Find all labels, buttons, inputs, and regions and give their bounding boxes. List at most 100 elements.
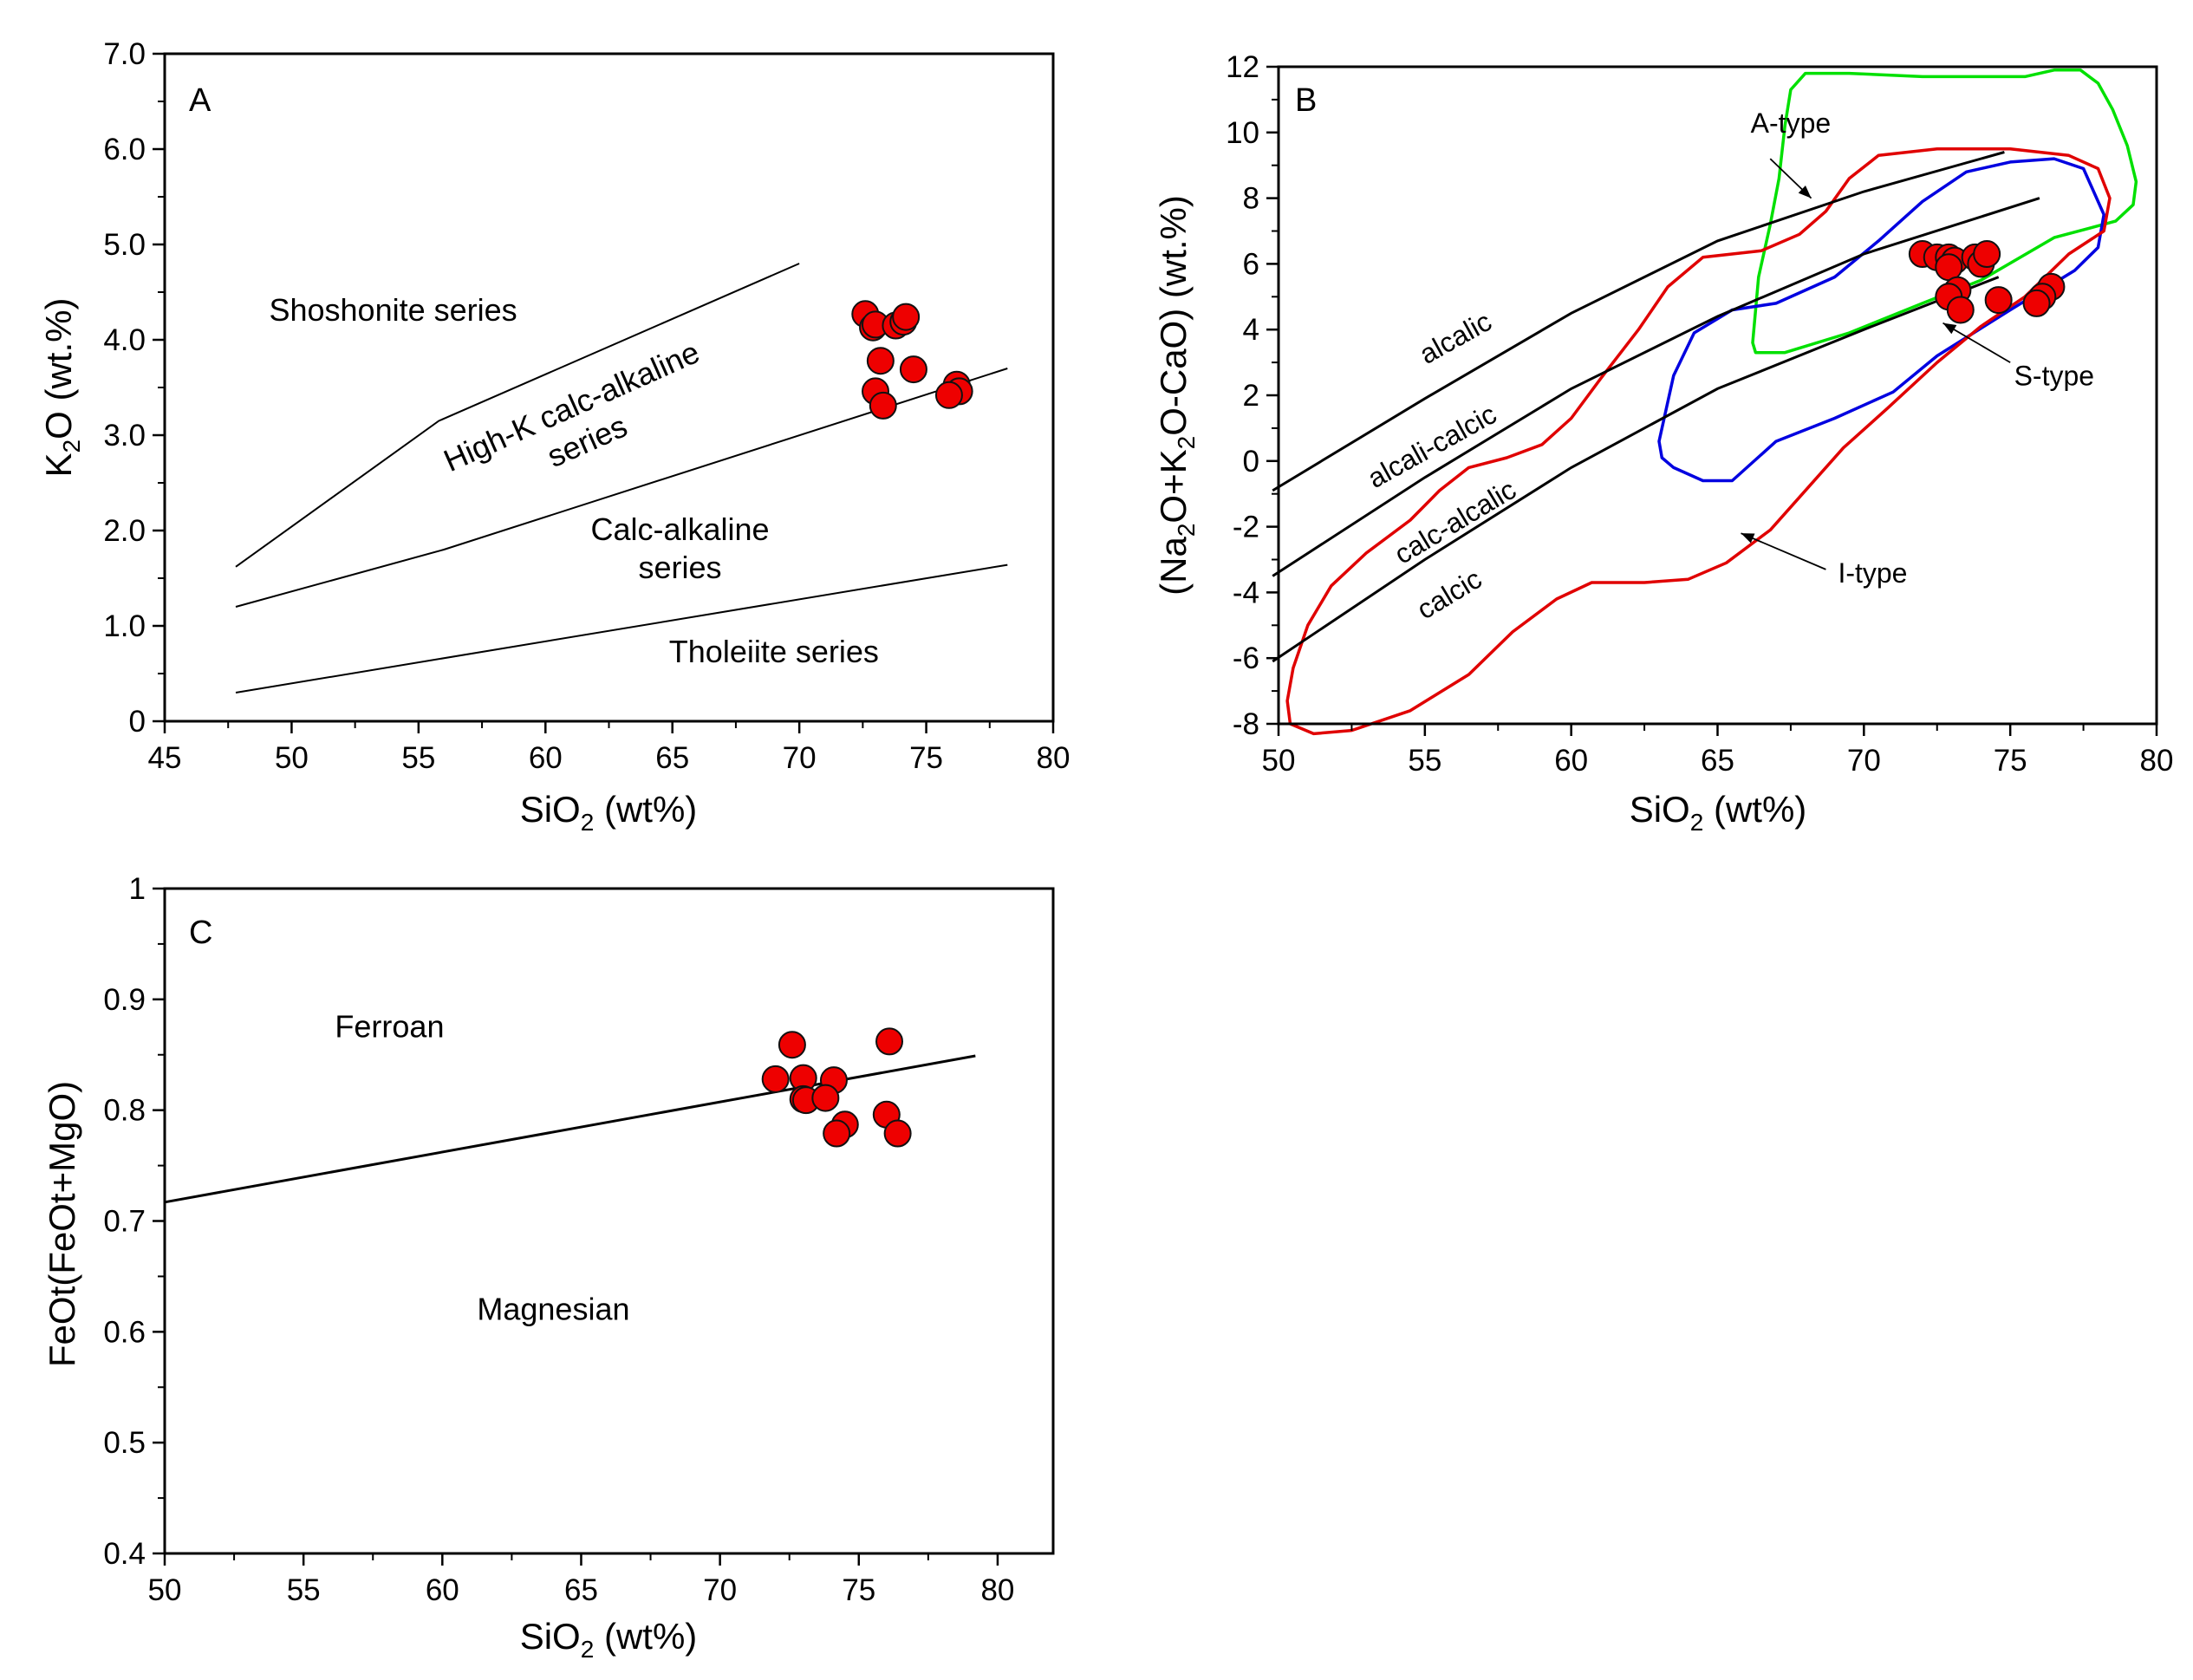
- alcali-calcic-boundary-line: [1272, 197, 2040, 577]
- panel-b-y-tick-label: 8: [1243, 182, 1259, 216]
- panel-c-data-point: [778, 1031, 806, 1059]
- panel-b-x-tick-label: 55: [1408, 744, 1441, 778]
- panel-b-y-tick-label: -4: [1233, 576, 1259, 609]
- panel-c-y-tick-label: 0.4: [103, 1537, 146, 1571]
- panel-a-y-tick-label: 2.0: [103, 514, 146, 548]
- panel-b-y-tick-label: 12: [1226, 50, 1259, 84]
- panel-b-y-tick-label: 0: [1243, 445, 1259, 479]
- panel-c-x-axis-title-sub: 2: [581, 1636, 595, 1663]
- panel-b-y-tick-label: 6: [1243, 247, 1259, 281]
- panel-b-y-axis-title: (Na2O+K2O-CaO) (wt.%): [1153, 195, 1200, 596]
- panel-c-y-tick-label: 0.7: [103, 1205, 146, 1239]
- panel-c-y-tick-label: 0.5: [103, 1426, 146, 1460]
- region-label-line: Calc-alkaline: [590, 511, 769, 547]
- panel-c-data-point: [875, 1027, 904, 1056]
- panel-b-x-axis-title-sub: 2: [1690, 809, 1704, 836]
- panel-a-y-tick-label: 5.0: [103, 228, 146, 262]
- panel-a-data-point: [892, 303, 921, 331]
- panel-b-x-tick-label: 60: [1554, 744, 1588, 778]
- panel-b-y-axis-title-mid: O+K: [1153, 449, 1194, 523]
- panel-c-x-tick-label: 55: [287, 1573, 321, 1607]
- panel-a-y-tick-label: 6.0: [103, 133, 146, 166]
- panel-c-x-tick-label: 80: [980, 1573, 1014, 1607]
- shoshonite-highk-boundary-line: [235, 263, 800, 568]
- i-type-field: [1285, 147, 2112, 736]
- panel-c-y-tick-label: 0.6: [103, 1315, 146, 1349]
- panel-a-letter: A: [189, 82, 211, 119]
- panel-a-y-axis-title-tail: O (wt.%): [38, 298, 79, 440]
- panel-c-x-axis-title-main: SiO: [520, 1616, 581, 1657]
- panel-a-y-tick-label: 7.0: [103, 37, 146, 71]
- panel-c-letter: C: [189, 915, 212, 951]
- panel-a-x-tick-label: 45: [148, 741, 182, 775]
- panel-a-x-tick-label: 80: [1037, 741, 1070, 775]
- panel-a-x-tick-label: 65: [655, 741, 689, 775]
- panel-b-x-axis-title-main: SiO: [1630, 789, 1690, 830]
- panel-a-y-tick-label: 0: [129, 705, 146, 739]
- panel-b-x-axis-title: SiO2 (wt%): [1630, 789, 1807, 836]
- panel-a-x-tick-label: 55: [401, 741, 435, 775]
- panel-c-data-point: [823, 1119, 851, 1148]
- panel-b-x-tick-label: 50: [1262, 744, 1296, 778]
- panel-a-region-label: Calc-alkaline series: [590, 511, 769, 585]
- panel-b-y-tick-label: 4: [1243, 313, 1259, 347]
- panel-a-data-point: [899, 355, 927, 384]
- panel-b-y-tick-label: -8: [1233, 707, 1259, 741]
- panel-a-region-label: Shoshonite series: [269, 292, 517, 328]
- panel-a-x-tick-label: 70: [783, 741, 817, 775]
- panel-b-y-axis-title-tail: O-CaO) (wt.%): [1153, 195, 1194, 436]
- panel-b-data-point: [1946, 296, 1975, 324]
- panel-a-x-axis-title: SiO2 (wt%): [520, 789, 698, 836]
- panel-c-data-point: [811, 1084, 840, 1112]
- panel-a-x-tick-label: 75: [909, 741, 943, 775]
- panel-c-x-tick-label: 70: [703, 1573, 737, 1607]
- panel-c-x-axis-title-tail: (wt%): [594, 1616, 697, 1657]
- panel-b-data-point: [2022, 289, 2051, 317]
- panel-b-data-point: [1984, 286, 2013, 315]
- panel-b-x-axis-title-tail: (wt%): [1703, 789, 1806, 830]
- panel-c-data-point: [883, 1119, 912, 1148]
- panel-c-y-tick-label: 1: [129, 872, 146, 906]
- panel-b-x-tick-label: 65: [1701, 744, 1734, 778]
- panel-b-x-tick-label: 70: [1847, 744, 1881, 778]
- panel-b-data-point: [1935, 253, 1963, 282]
- panel-a-x-tick-label: 60: [529, 741, 563, 775]
- panel-b-field-label: S-type: [2014, 361, 2094, 392]
- panel-a-y-tick-label: 3.0: [103, 419, 146, 453]
- a-type-field: [1751, 68, 2138, 355]
- panel-c-x-axis-title: SiO2 (wt%): [520, 1616, 698, 1663]
- panel-a-y-tick-label: 4.0: [103, 323, 146, 357]
- panel-c-y-tick-label: 0.8: [103, 1094, 146, 1128]
- panel-c-x-tick-label: 65: [564, 1573, 598, 1607]
- panel-a-x-axis-title-main: SiO: [520, 789, 581, 830]
- field-label-arrow-head: [1942, 322, 1957, 335]
- field-label-arrow-shaft: [1741, 532, 1826, 570]
- panel-c-region-label: Magnesian: [477, 1291, 629, 1326]
- panel-b-field-label: I-type: [1838, 557, 1907, 589]
- panel-b-y-tick-label: 2: [1243, 379, 1259, 413]
- panel-a-data-point: [934, 381, 963, 409]
- panel-b-field-label: A-type: [1751, 107, 1831, 139]
- panel-a-y-axis-title: K2O (wt.%): [38, 298, 85, 478]
- field-label-arrow-head: [1741, 533, 1755, 544]
- alcalic-boundary-line: [1272, 151, 2005, 492]
- panel-b-y-axis-title-sub1: 2: [1173, 524, 1200, 537]
- calc-alcalic-boundary-line: [1272, 276, 2000, 663]
- panel-b-y-axis-title-pre: (Na: [1153, 537, 1194, 596]
- s-type-field: [1657, 157, 2105, 483]
- panel-b-letter: B: [1295, 82, 1317, 119]
- panel-a-x-axis-title-sub: 2: [581, 809, 595, 836]
- panel-c-y-axis-title: FeOt(FeOt+MgO): [42, 1081, 82, 1367]
- panel-b-x-tick-label: 75: [1994, 744, 2027, 778]
- highk-calcalkaline-boundary-line: [235, 368, 1008, 608]
- panel-b-y-axis-title-sub2: 2: [1173, 436, 1200, 450]
- panel-a-y-tick-label: 1.0: [103, 609, 146, 643]
- panel-a-data-point: [866, 347, 895, 375]
- panel-c-x-tick-label: 75: [842, 1573, 875, 1607]
- panel-b-data-point: [1973, 240, 2001, 269]
- panel-a-x-tick-label: 50: [275, 741, 309, 775]
- panel-b-y-tick-label: -2: [1233, 511, 1259, 544]
- calcalkaline-tholeiite-boundary-line: [235, 563, 1008, 693]
- field-label-arrow-head: [1798, 186, 1812, 199]
